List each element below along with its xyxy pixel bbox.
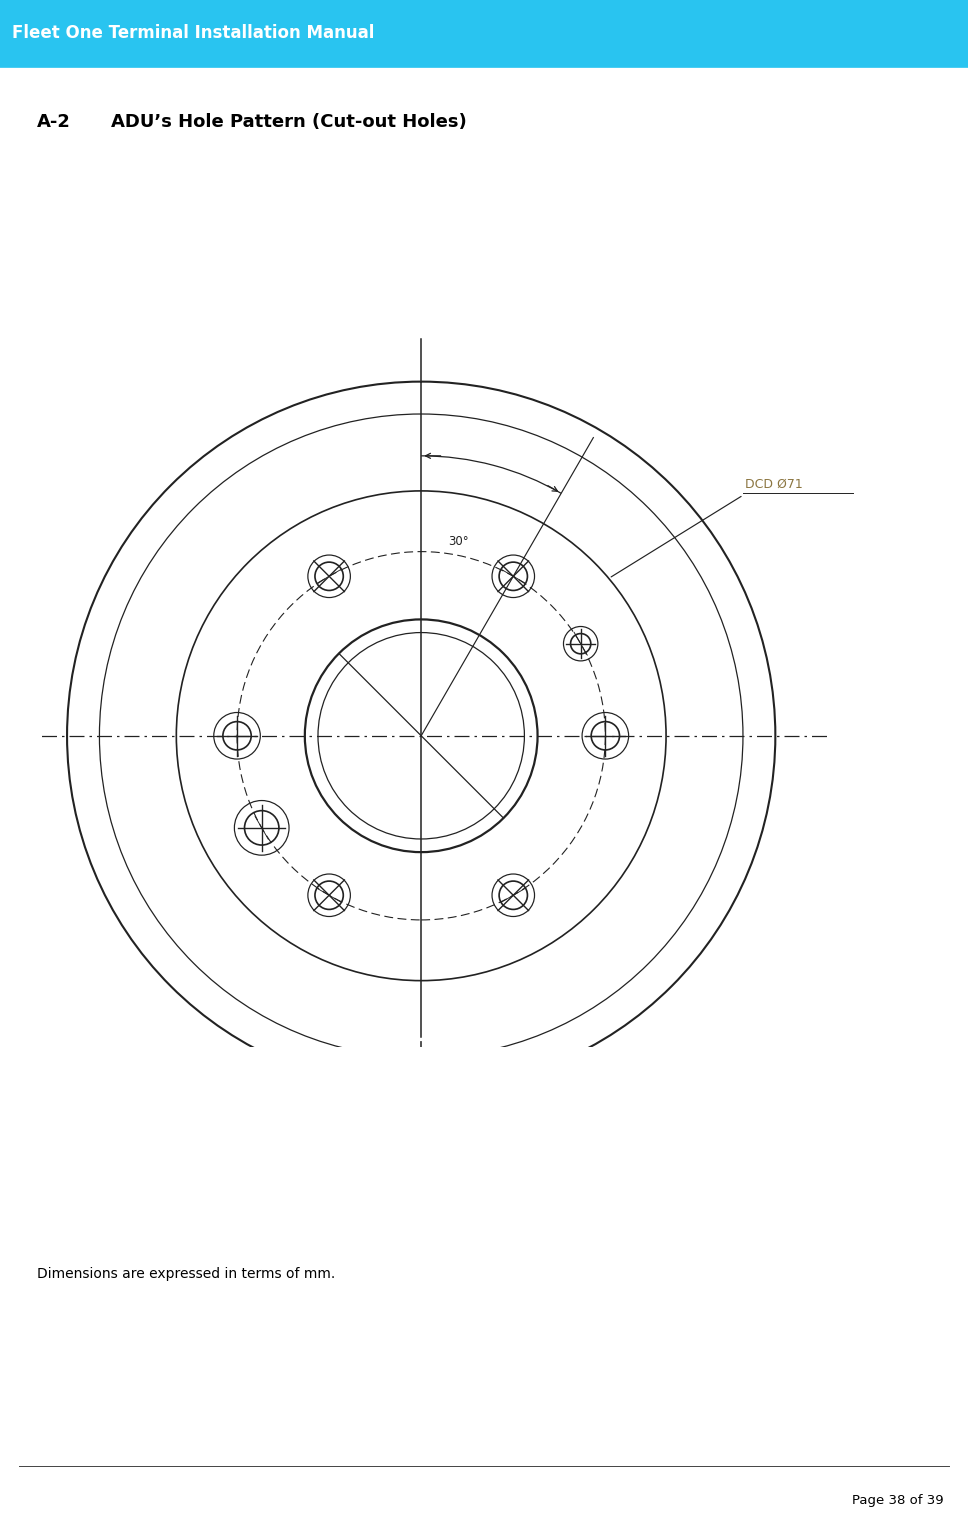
Text: ADU’s Hole Pattern (Cut-out Holes): ADU’s Hole Pattern (Cut-out Holes)	[111, 112, 468, 130]
Text: DCD Ø71: DCD Ø71	[745, 478, 803, 492]
Text: Fleet One Terminal Installation Manual: Fleet One Terminal Installation Manual	[12, 24, 374, 41]
Text: Dimensions are expressed in terms of mm.: Dimensions are expressed in terms of mm.	[37, 1267, 335, 1280]
Text: Page 38 of 39: Page 38 of 39	[852, 1494, 944, 1508]
Text: 30°: 30°	[447, 534, 469, 548]
FancyBboxPatch shape	[0, 0, 968, 68]
Text: A-2: A-2	[37, 112, 71, 130]
